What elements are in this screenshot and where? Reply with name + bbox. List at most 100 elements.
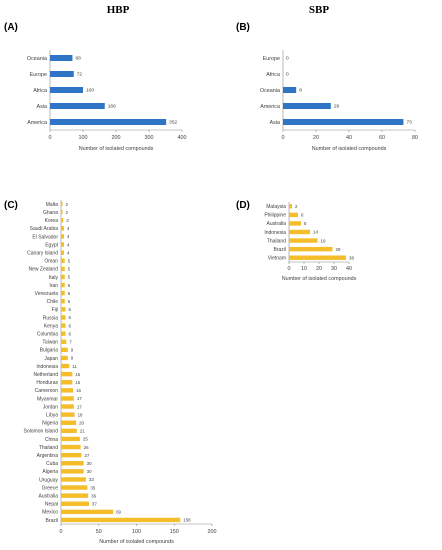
value-label: 5	[68, 275, 71, 280]
bar	[61, 242, 65, 247]
bar	[289, 238, 318, 243]
bar	[61, 396, 74, 401]
value-label: 2	[66, 210, 69, 215]
x-axis-title: Number of isolated compounds	[99, 539, 174, 545]
value-label: 19	[321, 238, 326, 243]
category-label: Jordan	[43, 404, 59, 410]
value-label: 4	[67, 242, 70, 247]
x-axis-title: Number of isolated compounds	[282, 276, 357, 282]
value-label: 100	[86, 88, 94, 94]
bar	[61, 461, 84, 466]
value-label: 6	[69, 323, 72, 328]
x-axis-title: Number of isolated compounds	[312, 146, 387, 152]
category-label: Europe	[263, 56, 280, 62]
bar	[289, 255, 346, 260]
value-label: 5	[68, 258, 71, 263]
category-label: Thailand	[39, 445, 58, 451]
value-label: 21	[80, 429, 85, 434]
bar	[61, 388, 74, 393]
bar	[61, 315, 66, 320]
category-label: China	[45, 437, 58, 443]
bar	[289, 204, 292, 209]
bar	[61, 493, 89, 498]
bar	[50, 103, 105, 109]
category-label: Greece	[42, 485, 59, 491]
bar	[61, 428, 77, 434]
bar	[61, 436, 80, 442]
value-label: 38	[349, 255, 354, 260]
category-label: Argentina	[37, 453, 59, 459]
value-label: 5	[68, 299, 71, 304]
bar	[61, 282, 65, 288]
category-label: Kenya	[44, 323, 58, 329]
category-label: Netherland	[34, 372, 59, 378]
value-label: 35	[90, 485, 95, 490]
category-label: Brazil	[45, 518, 58, 524]
bar	[61, 404, 74, 409]
category-label: New Zealand	[29, 267, 59, 273]
bar	[61, 226, 65, 231]
category-label: Japan	[44, 356, 58, 362]
value-label: 25	[83, 437, 88, 442]
bar	[61, 355, 68, 361]
value-label: 68	[75, 56, 81, 62]
x-tick-label: 60	[379, 135, 385, 141]
bar	[61, 209, 63, 215]
x-tick-label: 200	[208, 529, 217, 535]
bar	[61, 290, 65, 296]
category-label: Saudi Arabia	[30, 226, 59, 232]
bar	[61, 323, 66, 328]
category-label: Oceania	[260, 88, 280, 94]
value-label: 8	[299, 88, 302, 94]
bar	[283, 119, 404, 125]
value-label: 17	[77, 404, 82, 409]
category-label: Africa	[33, 88, 47, 94]
x-tick-label: 0	[288, 266, 291, 272]
x-tick-label: 80	[412, 135, 418, 141]
x-tick-label: 100	[132, 529, 141, 535]
bar	[61, 218, 64, 223]
value-label: 2	[66, 202, 69, 207]
value-label: 6	[301, 213, 304, 218]
x-tick-label: 200	[112, 135, 121, 141]
category-label: Korea	[45, 218, 59, 224]
value-label: 20	[79, 420, 84, 425]
bar	[61, 250, 65, 255]
x-tick-label: 150	[170, 529, 179, 535]
category-label: Europe	[30, 72, 47, 78]
x-tick-label: 0	[49, 135, 52, 141]
bar	[61, 331, 66, 336]
value-label: 4	[67, 250, 70, 255]
value-label: 7	[69, 339, 72, 344]
category-label: Taiwan	[42, 340, 58, 346]
category-label: Honduras	[36, 380, 58, 386]
value-label: 33	[89, 477, 94, 482]
value-label: 29	[336, 247, 341, 252]
bar	[61, 258, 65, 263]
category-label: Cuba	[46, 461, 58, 467]
x-tick-label: 10	[301, 266, 307, 272]
bar	[61, 234, 65, 239]
value-label: 26	[84, 445, 89, 450]
category-label: Asia	[270, 120, 281, 126]
value-label: 15	[75, 372, 80, 377]
bar	[61, 347, 68, 353]
category-label: Malta	[46, 202, 58, 208]
value-label: 72	[77, 72, 83, 78]
header-sbp: SBP	[309, 4, 329, 16]
value-label: 29	[334, 104, 340, 110]
x-tick-label: 50	[96, 529, 102, 535]
bar	[61, 380, 73, 385]
x-tick-label: 400	[178, 135, 187, 141]
x-axis-title: Number of isolated compounds	[79, 146, 154, 152]
value-label: 6	[69, 331, 72, 336]
category-label: Algeria	[42, 469, 58, 475]
value-label: 4	[67, 226, 70, 231]
category-label: Russia	[43, 315, 59, 321]
bar	[61, 339, 67, 344]
bar	[61, 477, 86, 482]
bar	[50, 119, 167, 125]
category-label: Australia	[39, 493, 59, 499]
value-label: 17	[77, 396, 82, 401]
